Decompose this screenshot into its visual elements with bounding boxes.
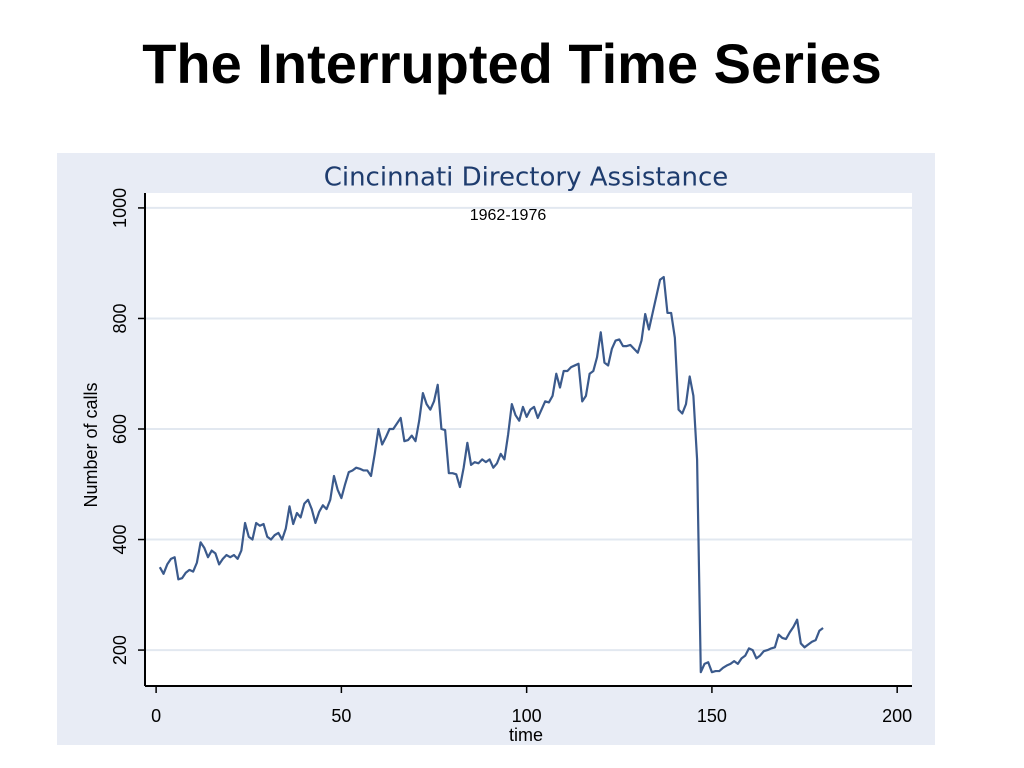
x-tick-label: 150 [697, 706, 727, 726]
x-tick-label: 50 [331, 706, 351, 726]
y-tick-label: 800 [110, 303, 130, 333]
chart-subtitle: 1962-1976 [470, 207, 547, 224]
chart-title: Cincinnati Directory Assistance [324, 163, 729, 193]
x-tick-label: 200 [882, 706, 912, 726]
y-tick-label: 400 [110, 525, 130, 555]
y-tick-label: 1000 [110, 188, 130, 228]
x-tick-label: 0 [151, 706, 161, 726]
x-axis-label: time [509, 725, 543, 745]
y-tick-label: 600 [110, 414, 130, 444]
x-tick-label: 100 [512, 706, 542, 726]
data-line [158, 275, 824, 674]
y-axis-label: Number of calls [81, 382, 101, 507]
plot-area [145, 193, 912, 686]
y-tick-label: 200 [110, 635, 130, 665]
page-title: The Interrupted Time Series [142, 32, 882, 95]
